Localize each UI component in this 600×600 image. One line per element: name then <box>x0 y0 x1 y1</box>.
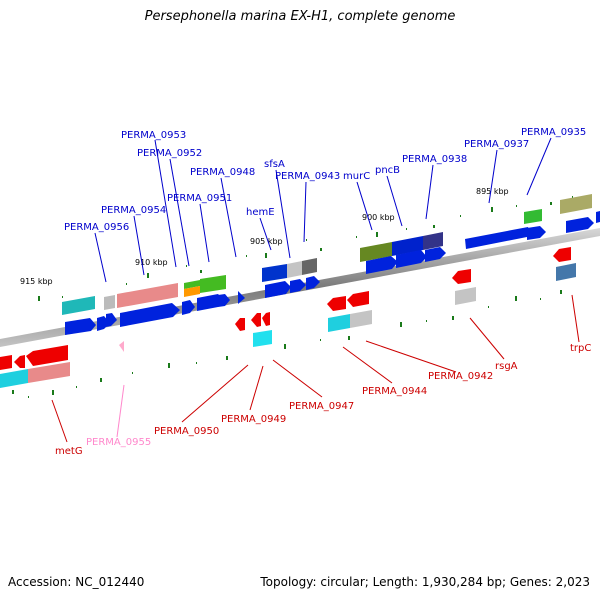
gene-block <box>62 296 95 315</box>
gene-label: sfsA <box>264 159 285 170</box>
forward-gene-labels: PERMA_0956 PERMA_0954 PERMA_0953 PERMA_0… <box>64 127 586 233</box>
gene-label: rsgA <box>495 361 518 372</box>
gene-label: PERMA_0947 <box>289 401 354 412</box>
scale-labels: 915 kbp 910 kbp 905 kbp 900 kbp 895 kbp <box>20 187 509 286</box>
gene-label: PERMA_0955 <box>86 437 151 448</box>
gene-block <box>117 283 178 308</box>
gene-block <box>253 330 272 347</box>
gene-block <box>392 236 423 256</box>
gene-block <box>556 263 576 281</box>
gene-block <box>28 362 70 383</box>
scale-label: 900 kbp <box>362 213 395 222</box>
genome-summary: Topology: circular; Length: 1,930,284 bp… <box>260 575 590 589</box>
gene-block <box>360 242 392 262</box>
scale-label: 905 kbp <box>250 237 283 246</box>
gene-block <box>455 287 476 305</box>
pseudo-gene-arrow <box>119 341 124 352</box>
gene-label: PERMA_0954 <box>101 205 166 216</box>
reverse-gene-arrows <box>0 247 571 370</box>
gene-label: PERMA_0953 <box>121 130 186 141</box>
gene-label: PERMA_0942 <box>428 371 493 382</box>
reverse-gene-labels: metG PERMA_0955 PERMA_0950 PERMA_0949 PE… <box>55 343 591 457</box>
gene-block <box>524 209 542 224</box>
accession-label: Accession: NC_012440 <box>8 575 145 589</box>
gene-label: PERMA_0937 <box>464 139 529 150</box>
scale-label: 895 kbp <box>476 187 509 196</box>
genome-title: Persephonella marina EX-H1, complete gen… <box>144 9 456 24</box>
gene-block <box>423 232 443 250</box>
gene-block <box>596 211 600 223</box>
gene-label: pncB <box>375 165 400 176</box>
gene-label: PERMA_0950 <box>154 426 219 437</box>
gene-label: PERMA_0943 <box>275 171 340 182</box>
gene-label: hemE <box>246 207 275 218</box>
gene-label: metG <box>55 446 83 457</box>
reverse-leader-lines <box>51 294 580 443</box>
gene-block <box>262 264 287 282</box>
forward-leader-lines <box>94 137 552 283</box>
gene-block <box>560 194 592 214</box>
gene-block <box>465 227 532 249</box>
gene-label: PERMA_0951 <box>167 193 232 204</box>
gene-block <box>104 295 115 310</box>
gene-label: PERMA_0938 <box>402 154 467 165</box>
gene-label: murC <box>343 171 370 182</box>
gene-label: PERMA_0944 <box>362 386 427 397</box>
gene-label: PERMA_0952 <box>137 148 202 159</box>
gene-block <box>302 258 317 275</box>
forward-gene-arrows <box>65 217 594 335</box>
forward-annotation-track <box>62 194 600 315</box>
gene-block <box>350 310 372 328</box>
gene-block <box>200 275 226 293</box>
gene-label: PERMA_0935 <box>521 127 586 138</box>
gene-label: PERMA_0956 <box>64 222 129 233</box>
scale-label: 915 kbp <box>20 277 53 286</box>
gene-block <box>328 314 350 332</box>
gene-block <box>0 369 28 388</box>
pseudo-leader-line <box>116 384 125 438</box>
gene-label: trpC <box>570 343 591 354</box>
gene-block <box>184 286 200 297</box>
gene-label: PERMA_0949 <box>221 414 286 425</box>
gene-label: PERMA_0948 <box>190 167 255 178</box>
scale-label: 910 kbp <box>135 258 168 267</box>
gene-block <box>287 261 302 278</box>
reverse-annotation-track <box>0 263 576 388</box>
